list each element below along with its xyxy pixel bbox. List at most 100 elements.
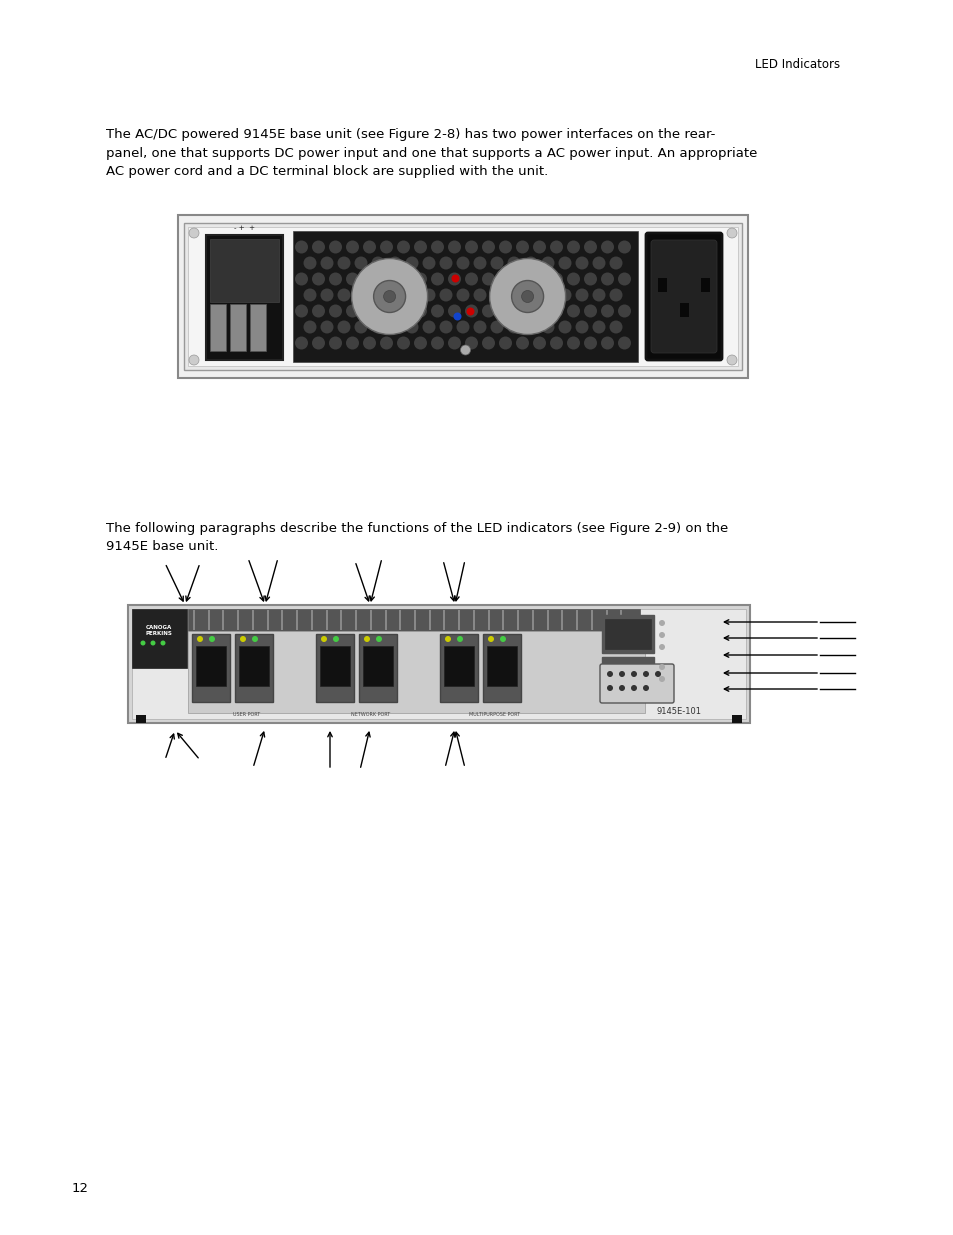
Circle shape [473,321,486,333]
Circle shape [541,257,554,269]
Circle shape [320,289,334,301]
Circle shape [414,305,427,317]
Circle shape [618,273,630,285]
Bar [210,304,226,351]
Circle shape [355,321,367,333]
Circle shape [481,241,495,253]
Text: NETWORK PORT: NETWORK PORT [351,713,390,718]
Circle shape [294,336,308,350]
Bar [239,646,269,685]
Circle shape [294,305,308,317]
Circle shape [303,321,316,333]
Circle shape [498,305,512,317]
FancyBboxPatch shape [599,664,673,703]
Circle shape [488,636,494,642]
Circle shape [533,336,545,350]
Circle shape [592,257,605,269]
Circle shape [473,257,486,269]
Circle shape [498,241,512,253]
Circle shape [355,289,367,301]
Circle shape [600,241,614,253]
Circle shape [379,273,393,285]
Bar [486,646,517,685]
Bar [237,610,239,630]
Bar [311,610,313,630]
Circle shape [414,273,427,285]
Bar [601,657,654,687]
Circle shape [507,321,520,333]
Bar [604,619,650,650]
Circle shape [379,336,393,350]
Bar [658,278,666,291]
Text: - +  +: - + + [233,225,254,231]
Circle shape [609,321,622,333]
Circle shape [209,636,214,642]
Bar [605,610,607,630]
Circle shape [337,321,350,333]
Circle shape [371,321,384,333]
Circle shape [592,321,605,333]
Circle shape [396,273,410,285]
Circle shape [490,289,503,301]
Text: 9145E-101: 9145E-101 [657,706,701,716]
Circle shape [507,289,520,301]
FancyBboxPatch shape [645,233,721,359]
Text: The AC/DC powered 9145E base unit (see Figure 2-8) has two power interfaces on t: The AC/DC powered 9145E base unit (see F… [106,128,757,178]
Bar [532,610,534,630]
Circle shape [618,305,630,317]
Circle shape [464,241,477,253]
Circle shape [659,643,664,650]
Bar [679,303,688,316]
Circle shape [490,321,503,333]
Circle shape [422,257,435,269]
Circle shape [405,321,418,333]
Bar [355,610,356,630]
Circle shape [303,289,316,301]
Circle shape [312,273,325,285]
Circle shape [630,685,637,692]
Bar [188,227,738,366]
Circle shape [448,241,460,253]
Bar [267,610,269,630]
Bar [502,610,504,630]
Bar [576,610,578,630]
Circle shape [550,305,562,317]
Circle shape [481,336,495,350]
Bar [443,646,474,685]
Circle shape [388,321,401,333]
Circle shape [558,289,571,301]
Circle shape [405,257,418,269]
Bar [188,631,644,713]
Circle shape [642,685,648,692]
Circle shape [240,636,246,642]
Circle shape [466,308,474,315]
Circle shape [363,241,375,253]
Bar [443,610,445,630]
Bar [178,215,747,378]
Circle shape [388,257,401,269]
Bar [293,231,638,362]
Bar [315,634,354,701]
Circle shape [140,641,146,646]
Circle shape [524,289,537,301]
Circle shape [464,305,477,317]
Circle shape [189,354,199,366]
Bar [363,646,393,685]
Text: CANOGA
PERKINS: CANOGA PERKINS [146,625,172,636]
Circle shape [726,228,737,238]
Circle shape [388,289,401,301]
Text: USER PORT: USER PORT [233,713,260,718]
Circle shape [371,257,384,269]
Bar [234,634,273,701]
Bar [210,240,278,301]
Bar [370,610,372,630]
Bar [250,304,266,351]
Circle shape [252,636,257,642]
Circle shape [490,257,503,269]
Circle shape [294,273,308,285]
Bar [546,610,548,630]
Circle shape [516,305,529,317]
Circle shape [337,257,350,269]
Circle shape [609,257,622,269]
Bar [208,610,210,630]
